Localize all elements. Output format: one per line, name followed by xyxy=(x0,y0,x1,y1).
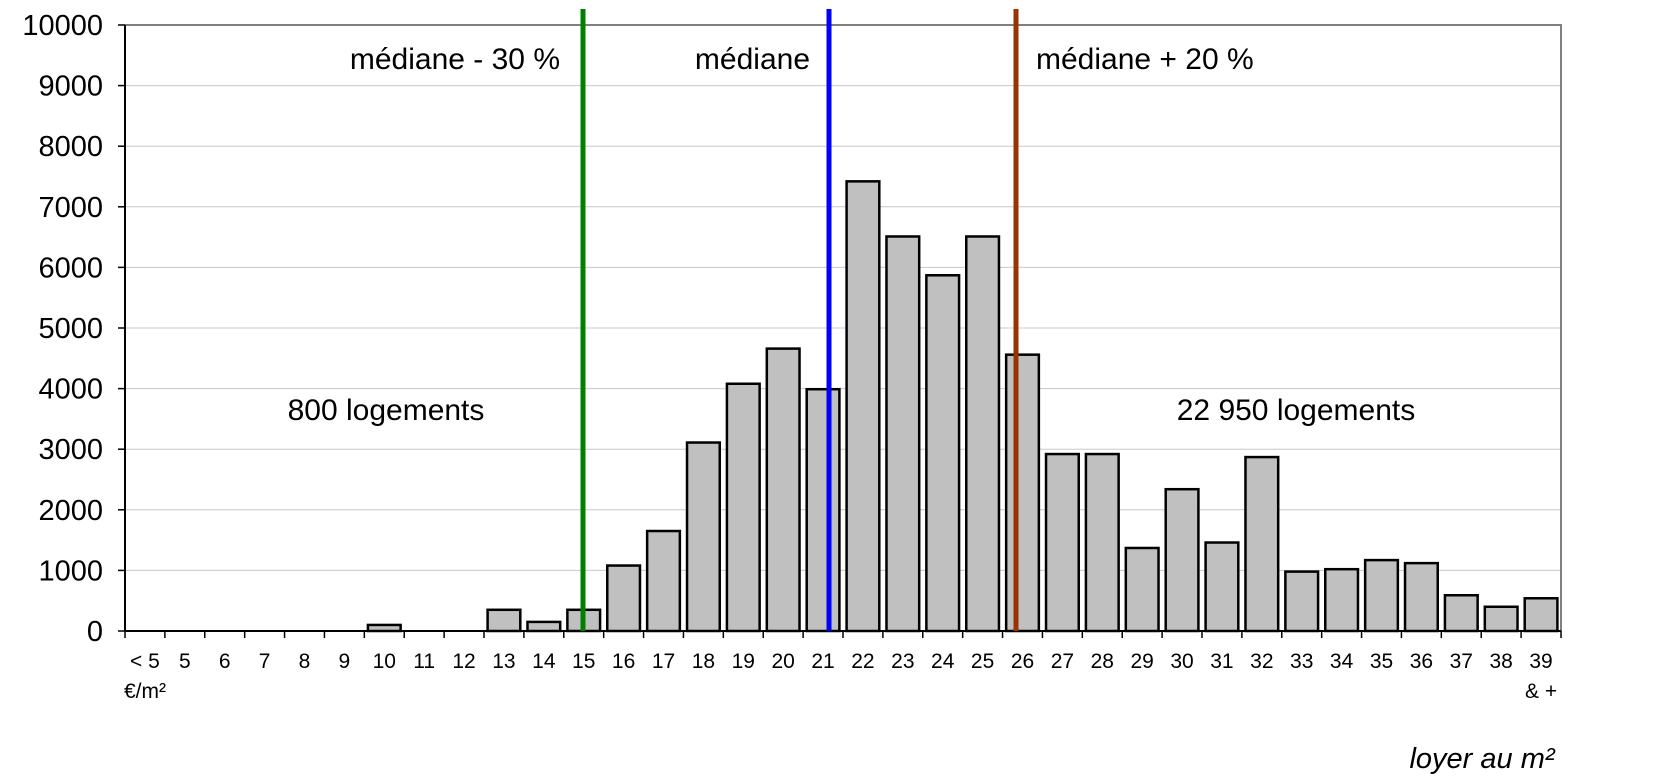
x-tick-label: 24 xyxy=(931,650,955,673)
gridlines xyxy=(125,85,1561,571)
bar xyxy=(1403,561,1439,633)
reference-line-label: médiane xyxy=(695,43,810,76)
x-tick-label: 12 xyxy=(452,650,475,673)
bar xyxy=(1124,546,1160,633)
x-tick-label: 21 xyxy=(811,650,834,673)
x-tick-label: 28 xyxy=(1091,650,1114,673)
y-tick-label: 1000 xyxy=(38,555,103,587)
x-tick-label: 5 xyxy=(179,650,191,673)
y-tick-label: 5000 xyxy=(38,313,103,345)
bar xyxy=(1004,353,1041,633)
y-tick-label: 8000 xyxy=(38,131,103,163)
bars xyxy=(366,180,1559,633)
y-tick-label: 9000 xyxy=(38,71,103,103)
x-tick-label: 9 xyxy=(339,650,351,673)
x-axis: < 5 €/m² 5 6 7 8 9 10 11 12 13 14 15 16 17 18 19 20 21 22 23… xyxy=(124,631,1562,703)
bar xyxy=(845,180,881,633)
reference-line-label: médiane + 20 % xyxy=(1036,43,1254,76)
x-tick-label: < 5 €/m² xyxy=(124,650,166,703)
annotation-count: 22 950 logements xyxy=(1177,394,1416,427)
x-tick-label: 18 xyxy=(692,650,715,673)
reference-lines: médiane - 30 % médiane médiane + 20 % xyxy=(350,9,1254,631)
x-tick-label: 33 xyxy=(1290,650,1313,673)
x-tick-label: 37 xyxy=(1450,650,1473,673)
bar xyxy=(885,235,921,633)
bar xyxy=(606,564,642,633)
bar xyxy=(1483,605,1519,633)
x-tick-label: 14 xyxy=(532,650,556,673)
bar xyxy=(1324,567,1360,633)
x-tick-label: 22 xyxy=(851,650,874,673)
y-tick-label: 4000 xyxy=(38,374,103,406)
x-tick-label: 11 xyxy=(413,650,435,673)
x-tick-label: 31 xyxy=(1210,650,1233,673)
bar xyxy=(1523,597,1559,633)
x-tick-label: 36 xyxy=(1410,650,1433,673)
bar xyxy=(645,529,682,633)
bar xyxy=(1044,452,1080,633)
x-tick-label: 7 xyxy=(259,650,271,673)
x-tick-label: 38 xyxy=(1489,650,1512,673)
y-axis: 0 1000 2000 3000 4000 5000 6000 7000 8000 9000 100… xyxy=(22,10,125,648)
x-tick-label: 26 xyxy=(1011,650,1034,673)
bar xyxy=(1084,452,1120,633)
x-tick-label: 6 xyxy=(219,650,231,673)
y-tick-label: 0 xyxy=(87,616,103,648)
x-tick-label: 13 xyxy=(492,650,515,673)
x-tick-label: 17 xyxy=(652,650,675,673)
x-tick-label: 34 xyxy=(1330,650,1354,673)
bar xyxy=(925,274,961,633)
x-tick-label: 39 & + xyxy=(1525,650,1557,703)
bar xyxy=(1244,455,1280,633)
annotations: 800 logements 22 950 logements xyxy=(288,394,1416,427)
bar xyxy=(1443,593,1479,633)
x-tick-label: 27 xyxy=(1051,650,1074,673)
bar xyxy=(725,382,761,633)
x-tick-label: 32 xyxy=(1250,650,1273,673)
reference-line-label: médiane - 30 % xyxy=(350,43,560,76)
x-tick-label: 15 xyxy=(572,650,595,673)
bar xyxy=(805,387,841,633)
bar xyxy=(1284,570,1320,633)
bar xyxy=(1363,558,1400,633)
y-tick-label: 7000 xyxy=(38,192,103,224)
x-tick-label: 25 xyxy=(971,650,994,673)
x-tick-label: 35 xyxy=(1370,650,1393,673)
x-tick-label: 10 xyxy=(373,650,396,673)
annotation-count: 800 logements xyxy=(288,394,485,427)
bar xyxy=(685,441,721,633)
bar xyxy=(1204,541,1240,633)
bar xyxy=(486,608,522,633)
x-tick-label: 29 xyxy=(1130,650,1153,673)
x-tick-label: 20 xyxy=(771,650,794,673)
x-axis-title: loyer au m² xyxy=(1409,743,1555,775)
x-tick-label: 16 xyxy=(612,650,635,673)
x-tick-label: 8 xyxy=(299,650,311,673)
x-tick-label: 19 xyxy=(732,650,755,673)
x-tick-label: 30 xyxy=(1170,650,1193,673)
bar xyxy=(765,347,801,633)
x-tick-label: 23 xyxy=(891,650,914,673)
y-tick-label: 6000 xyxy=(38,252,103,284)
y-tick-label: 3000 xyxy=(38,434,103,466)
bar xyxy=(1164,487,1200,633)
y-tick-label: 2000 xyxy=(38,495,103,527)
bar xyxy=(526,620,562,633)
y-tick-label: 10000 xyxy=(22,10,103,42)
bar xyxy=(965,235,1001,633)
